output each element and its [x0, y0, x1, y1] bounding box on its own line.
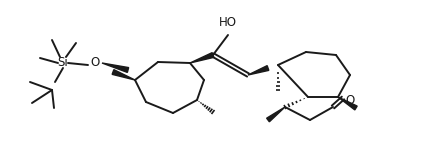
Text: O: O: [345, 93, 355, 106]
Polygon shape: [112, 70, 135, 80]
Polygon shape: [338, 97, 357, 110]
Text: HO: HO: [219, 16, 237, 29]
Text: Si: Si: [57, 55, 69, 69]
Text: O: O: [90, 57, 100, 69]
Polygon shape: [190, 53, 214, 63]
Polygon shape: [267, 107, 285, 122]
Polygon shape: [102, 63, 129, 72]
Polygon shape: [248, 66, 269, 75]
